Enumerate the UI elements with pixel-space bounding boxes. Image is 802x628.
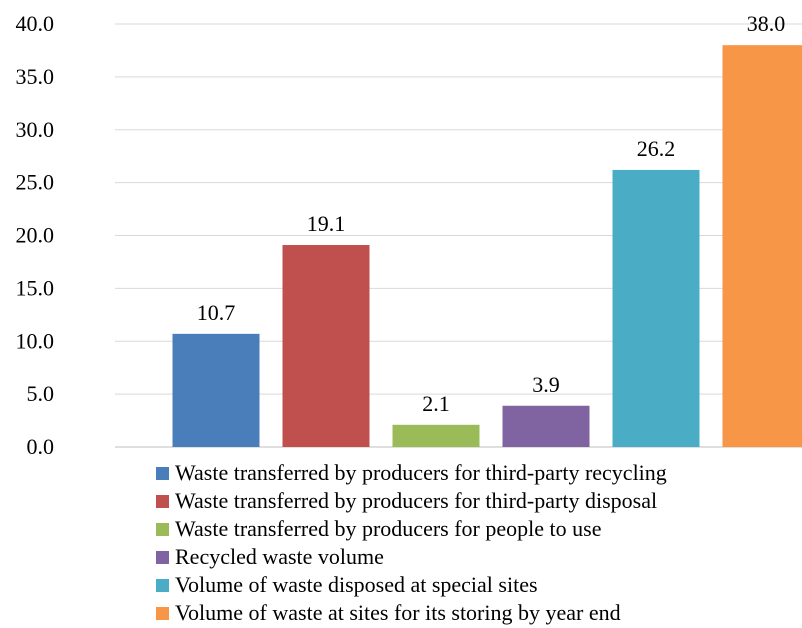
- legend-label: Waste transferred by producers for peopl…: [175, 516, 602, 541]
- legend: Waste transferred by producers for third…: [156, 459, 667, 627]
- bar: [502, 405, 590, 447]
- data-label: 38.0: [747, 11, 786, 36]
- legend-swatch: [156, 466, 169, 480]
- y-tick-label: 10.0: [16, 328, 55, 353]
- y-tick-label: 20.0: [16, 223, 55, 248]
- legend-swatch: [156, 494, 169, 508]
- y-axis-ticks: 0.0 5.0 10.0 15.0 20.0 25.0 30.0 35.0 40.0: [16, 11, 55, 459]
- legend-item: Waste transferred by producers for third…: [156, 487, 667, 515]
- y-tick-label: 5.0: [27, 381, 55, 406]
- data-label: 10.7: [197, 300, 236, 325]
- bar: [392, 424, 480, 447]
- legend-label: Volume of waste at sites for its storing…: [175, 600, 621, 625]
- data-label: 3.9: [532, 372, 560, 397]
- legend-item: Waste transferred by producers for peopl…: [156, 515, 667, 543]
- legend-label: Volume of waste disposed at special site…: [175, 572, 538, 597]
- data-labels: 10.7 19.1 2.1 3.9 26.2 38.0: [197, 11, 786, 416]
- bar: [172, 333, 260, 447]
- y-tick-label: 30.0: [16, 117, 55, 142]
- y-tick-label: 0.0: [27, 434, 55, 459]
- legend-item: Volume of waste at sites for its storing…: [156, 599, 667, 627]
- y-tick-label: 35.0: [16, 64, 55, 89]
- legend-label: Waste transferred by producers for third…: [175, 488, 658, 513]
- legend-swatch: [156, 606, 169, 620]
- bar-chart: 0.05.010.015.020.025.030.035.040.0 10.71…: [16, 11, 802, 459]
- legend-item: Volume of waste disposed at special site…: [156, 571, 667, 599]
- legend-item: Waste transferred by producers for third…: [156, 459, 667, 487]
- data-label: 2.1: [422, 391, 450, 416]
- bar: [612, 169, 700, 447]
- y-tick-label: 15.0: [16, 275, 55, 300]
- legend-swatch: [156, 550, 169, 564]
- legend-label: Recycled waste volume: [175, 544, 384, 569]
- bar: [722, 45, 802, 448]
- y-tick-label: 25.0: [16, 170, 55, 195]
- data-label: 19.1: [307, 211, 346, 236]
- legend-label: Waste transferred by producers for third…: [175, 460, 667, 485]
- y-tick-label: 40.0: [16, 11, 55, 36]
- data-label: 26.2: [637, 136, 676, 161]
- bar: [282, 245, 370, 447]
- bars: [172, 45, 802, 448]
- legend-swatch: [156, 522, 169, 536]
- legend-swatch: [156, 578, 169, 592]
- legend-item: Recycled waste volume: [156, 543, 667, 571]
